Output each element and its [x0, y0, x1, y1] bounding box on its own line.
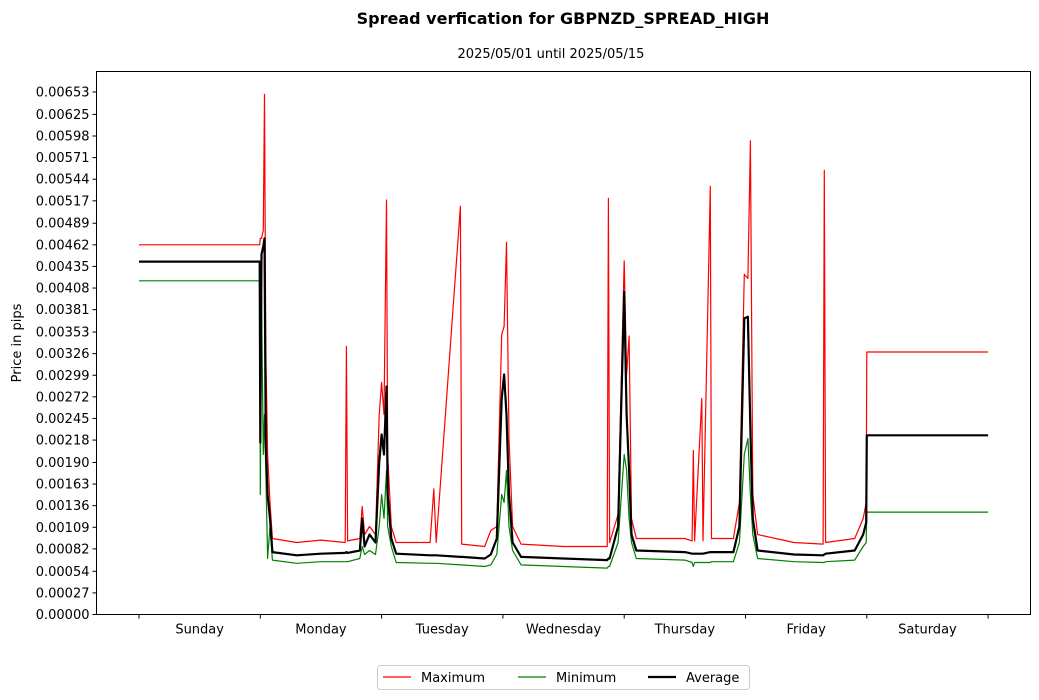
chart-title: Spread verfication for GBPNZD_SPREAD_HIG…: [357, 9, 770, 28]
chart-subtitle: 2025/05/01 until 2025/05/15: [458, 47, 645, 62]
y-tick-label: 0.00489: [36, 217, 90, 232]
series-line-maximum: [139, 93, 989, 548]
y-tick-label: 0.00109: [36, 521, 90, 536]
plot-frame: [96, 71, 1031, 615]
y-tick-label: 0.00571: [36, 151, 90, 166]
y-tick-label: 0.00027: [36, 586, 90, 601]
y-tick-label: 0.00136: [36, 499, 90, 514]
y-tick-label: 0.00598: [36, 130, 90, 145]
y-tick-label: 0.00625: [36, 108, 90, 123]
legend-box: [377, 665, 750, 690]
y-tick-label: 0.00353: [36, 326, 90, 341]
plot-lines: [139, 93, 989, 569]
x-tick-label: Monday: [295, 623, 347, 638]
legend-label-minimum: Minimum: [556, 671, 616, 686]
y-tick-label: 0.00326: [36, 347, 90, 362]
y-tick-label: 0.00462: [36, 238, 90, 253]
y-tick-label: 0.00544: [36, 173, 90, 188]
y-tick-label: 0.00517: [36, 194, 90, 209]
y-tick-label: 0.00082: [36, 542, 90, 557]
x-axis: Sunday Monday Tuesday Wednesday Thursday Frid…: [138, 614, 989, 638]
y-tick-label: 0.00299: [36, 369, 90, 384]
y-axis-label: Price in pips: [10, 303, 25, 382]
x-tick-label: Saturday: [898, 623, 957, 638]
y-tick-label: 0.00381: [36, 303, 90, 318]
y-tick-label: 0.00245: [36, 412, 90, 427]
y-tick-label: 0.00163: [36, 478, 90, 493]
x-tick-label: Thursday: [654, 623, 716, 638]
y-tick-label: 0.00272: [36, 390, 90, 405]
y-tick-label: 0.00435: [36, 260, 90, 275]
y-tick-label: 0.00653: [36, 86, 90, 101]
y-tick-label: 0.00190: [36, 456, 90, 471]
x-tick-label: Tuesday: [415, 623, 469, 638]
y-tick-label: 0.00218: [36, 434, 90, 449]
legend-label-average: Average: [686, 671, 739, 686]
x-tick-label: Wednesday: [526, 623, 602, 638]
y-axis: 0.00000 0.00027 0.00054 0.00082 0.00109 0.001…: [36, 86, 97, 623]
y-tick-label: 0.00408: [36, 282, 90, 297]
y-tick-label: 0.00054: [36, 565, 90, 580]
x-tick-label: Sunday: [175, 623, 224, 638]
y-tick-label: 0.00000: [36, 608, 90, 623]
legend-label-maximum: Maximum: [421, 671, 485, 686]
series-line-minimum: [139, 280, 989, 569]
series-line-average: [139, 237, 989, 562]
x-tick-label: Friday: [786, 623, 826, 638]
legend: Maximum Minimum Average: [377, 665, 750, 690]
